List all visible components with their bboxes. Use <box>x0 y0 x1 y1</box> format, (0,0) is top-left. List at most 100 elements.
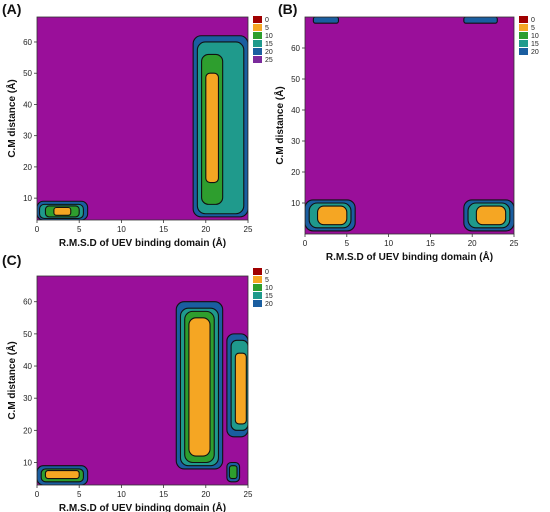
x-tick-label: 5 <box>77 490 82 499</box>
x-tick-label: 5 <box>345 239 350 248</box>
legend-label: 20 <box>265 49 273 56</box>
x-tick-label: 0 <box>35 225 40 234</box>
legend-swatch <box>253 284 262 291</box>
legend-label: 10 <box>265 285 273 292</box>
legend-swatch <box>253 48 262 55</box>
legend-label: 5 <box>265 25 269 32</box>
x-tick-label: 25 <box>244 490 253 499</box>
y-axis-label: C.M distance (Å) <box>5 79 18 157</box>
legend-swatch <box>253 56 262 63</box>
x-tick-label: 5 <box>77 225 82 234</box>
x-tick-label: 0 <box>35 490 40 499</box>
y-tick-label: 10 <box>23 458 32 467</box>
y-tick-label: 10 <box>291 199 300 208</box>
x-tick-label: 15 <box>159 490 168 499</box>
y-axis-label: C.M distance (Å) <box>273 86 286 164</box>
legend-swatch <box>253 32 262 39</box>
x-tick-label: 25 <box>510 239 519 248</box>
y-tick-label: 50 <box>291 75 300 84</box>
plot-frame <box>304 16 515 235</box>
x-tick-label: 15 <box>426 239 435 248</box>
x-tick-label: 20 <box>468 239 477 248</box>
plot-background <box>305 17 514 234</box>
legend-label: 25 <box>265 57 273 64</box>
y-tick-label: 20 <box>23 426 32 435</box>
x-tick-label: 10 <box>117 490 126 499</box>
legend-label: 20 <box>531 49 539 56</box>
x-tick-label: 20 <box>201 225 210 234</box>
legend-label: 10 <box>531 33 539 40</box>
x-tick-label: 20 <box>201 490 210 499</box>
contour-region <box>234 352 247 425</box>
x-axis-label: R.M.S.D of UEV binding domain (Å) <box>326 250 493 263</box>
contour-region <box>228 465 238 480</box>
legend-label: 20 <box>265 301 273 308</box>
x-axis-label: R.M.S.D of UEV binding domain (Å) <box>59 501 226 512</box>
legend-swatch <box>253 300 262 307</box>
y-tick-label: 20 <box>291 168 300 177</box>
y-tick-label: 60 <box>23 38 32 47</box>
x-tick-label: 0 <box>303 239 308 248</box>
y-tick-label: 30 <box>291 137 300 146</box>
x-tick-label: 15 <box>159 225 168 234</box>
contour-region <box>188 317 211 457</box>
y-tick-label: 40 <box>23 362 32 371</box>
x-axis-label: R.M.S.D of UEV binding domain (Å) <box>59 236 226 249</box>
contour-region <box>475 205 507 226</box>
y-tick-label: 50 <box>23 330 32 339</box>
contour-region <box>205 72 220 184</box>
legend-swatch <box>519 24 528 31</box>
y-tick-label: 20 <box>23 163 32 172</box>
y-axis-label: C.M distance (Å) <box>5 341 18 419</box>
legend-label: 15 <box>265 41 273 48</box>
y-tick-label: 30 <box>23 394 32 403</box>
legend-swatch <box>253 40 262 47</box>
y-tick-label: 60 <box>23 298 32 307</box>
legend-swatch <box>253 292 262 299</box>
panel-label: (B) <box>278 1 297 17</box>
contour-region <box>44 469 80 480</box>
x-tick-label: 10 <box>384 239 393 248</box>
legend-swatch <box>253 16 262 23</box>
legend-swatch <box>519 16 528 23</box>
panel-label: (C) <box>2 252 21 268</box>
x-tick-label: 25 <box>244 225 253 234</box>
legend-label: 15 <box>265 293 273 300</box>
y-tick-label: 30 <box>23 132 32 141</box>
legend-swatch <box>253 268 262 275</box>
contour-regions <box>37 301 248 485</box>
contour-regions <box>37 35 248 220</box>
legend-label: 10 <box>265 33 273 40</box>
contour-region <box>312 17 339 24</box>
legend-label: 0 <box>265 269 269 276</box>
legend-swatch <box>519 40 528 47</box>
contour-region <box>53 206 72 216</box>
legend-label: 0 <box>531 17 535 24</box>
legend-label: 5 <box>531 25 535 32</box>
contour-regions <box>305 17 514 232</box>
y-tick-label: 50 <box>23 69 32 78</box>
panel-label: (A) <box>2 1 21 17</box>
legend-label: 0 <box>265 17 269 24</box>
y-tick-label: 60 <box>291 44 300 53</box>
contour-region <box>463 17 498 24</box>
plot-frame <box>36 275 249 486</box>
legend-label: 15 <box>531 41 539 48</box>
y-tick-label: 40 <box>291 106 300 115</box>
legend-swatch <box>519 32 528 39</box>
contour-region <box>316 205 348 226</box>
plot-frame <box>36 16 249 221</box>
legend-swatch <box>253 24 262 31</box>
y-tick-label: 10 <box>23 194 32 203</box>
legend-swatch <box>519 48 528 55</box>
legend-swatch <box>253 276 262 283</box>
y-tick-label: 40 <box>23 100 32 109</box>
x-tick-label: 10 <box>117 225 126 234</box>
